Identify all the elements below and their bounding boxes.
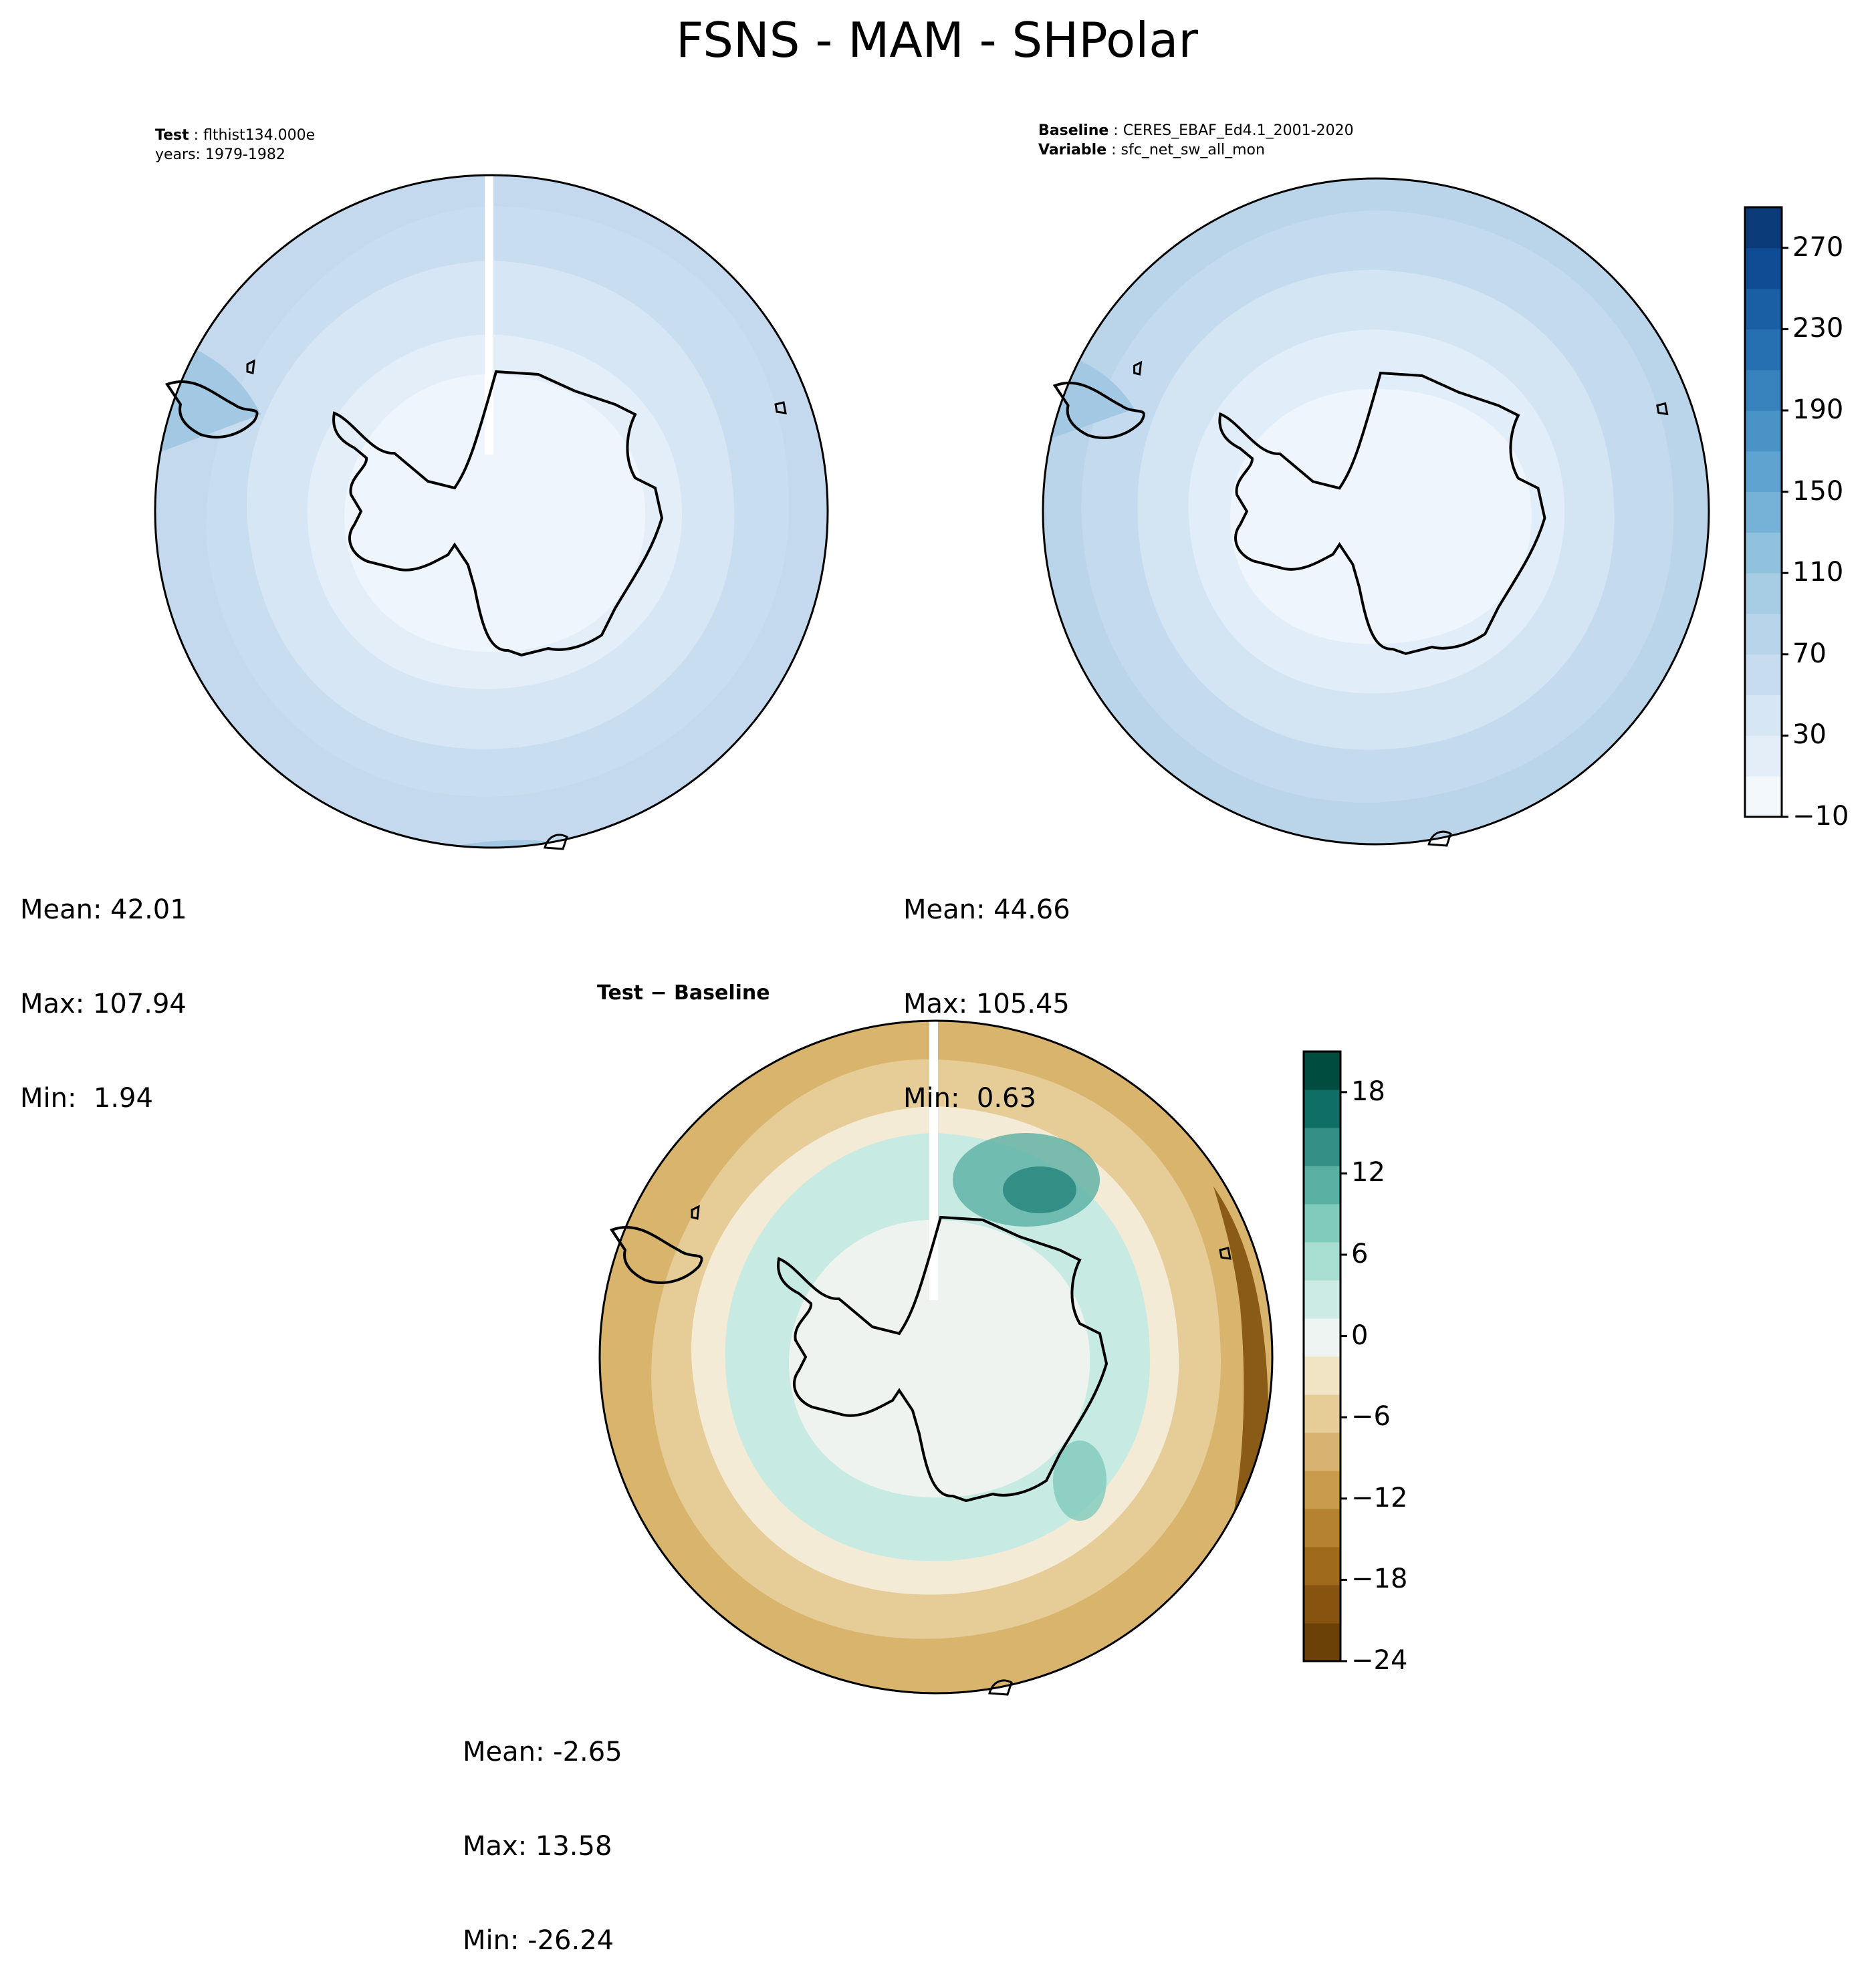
main-colorbar-segment-7 xyxy=(1745,491,1782,533)
baseline-map-boundary xyxy=(1042,177,1710,846)
main-colorbar-frame xyxy=(1744,206,1783,818)
test-missing-strip xyxy=(485,174,493,455)
baseline-antarctica-coast xyxy=(1218,371,1546,655)
main-colorbar-tick-label: 110 xyxy=(1792,557,1844,588)
main-colorbar-tick-label: 270 xyxy=(1792,231,1844,263)
main-colorbar-tick-label: −10 xyxy=(1792,801,1849,832)
test-meta: Test : flthist134.000e years: 1979-1982 xyxy=(155,127,316,163)
test-max: Max: 107.94 xyxy=(20,989,187,1019)
main-colorbar-segment-0 xyxy=(1745,776,1782,818)
main-colorbar-tick-label: 30 xyxy=(1792,719,1827,751)
main-colorbar-segment-5 xyxy=(1745,573,1782,614)
baseline-label: Baseline xyxy=(1038,122,1109,139)
main-colorbar-tick-label: 150 xyxy=(1792,475,1844,507)
diff-colorbar-segment-12 xyxy=(1304,1166,1340,1205)
diff-colorbar-tick-label: −6 xyxy=(1351,1401,1391,1433)
diff-colorbar-frame xyxy=(1302,1050,1342,1662)
diff-colorbar-segment-11 xyxy=(1304,1204,1340,1243)
test-field xyxy=(155,175,828,848)
test-years: years: 1979-1982 xyxy=(155,146,285,163)
diff-colorbar-segment-8 xyxy=(1304,1318,1340,1357)
baseline-south-america-coast xyxy=(1052,381,1145,439)
diff-max: Max: 13.58 xyxy=(463,1831,612,1862)
baseline-variable-label: Variable xyxy=(1038,142,1107,158)
diff-stats: Mean: -2.65 Max: 13.58 Min: -26.24 xyxy=(463,1674,622,1988)
main-colorbar-segment-12 xyxy=(1745,288,1782,330)
test-mean: Mean: 42.01 xyxy=(20,894,187,925)
main-colorbar-segment-10 xyxy=(1745,370,1782,411)
test-map xyxy=(154,174,829,850)
test-min: Min: 1.94 xyxy=(20,1083,153,1114)
diff-colorbar-segment-6 xyxy=(1304,1394,1340,1433)
main-colorbar-segment-4 xyxy=(1745,614,1782,655)
diff-colorbar-tick-label: 18 xyxy=(1351,1076,1385,1107)
main-colorbar-segment-8 xyxy=(1745,451,1782,493)
baseline-dataset: CERES_EBAF_Ed4.1_2001-2020 xyxy=(1123,122,1354,139)
main-colorbar xyxy=(1744,206,1788,818)
main-colorbar-segment-14 xyxy=(1745,207,1782,249)
diff-colorbar-tick-label: 0 xyxy=(1351,1320,1369,1351)
main-colorbar-segment-13 xyxy=(1745,247,1782,289)
test-label: Test xyxy=(155,127,189,144)
diff-colorbar-tick-label: 12 xyxy=(1351,1157,1385,1189)
main-colorbar-tick-label: 230 xyxy=(1792,313,1844,344)
main-colorbar-segment-9 xyxy=(1745,410,1782,452)
diff-colorbar-segment-2 xyxy=(1304,1547,1340,1586)
main-colorbar-segment-3 xyxy=(1745,654,1782,696)
diff-mean: Mean: -2.65 xyxy=(463,1737,622,1767)
baseline-min: Min: 0.63 xyxy=(903,1083,1036,1114)
diff-colorbar xyxy=(1302,1050,1347,1662)
main-colorbar-segment-2 xyxy=(1745,695,1782,736)
test-south-america-coast xyxy=(164,380,259,439)
baseline-mean: Mean: 44.66 xyxy=(903,894,1070,925)
diff-field xyxy=(600,1021,1272,1693)
diff-colorbar-segment-5 xyxy=(1304,1433,1340,1471)
diff-colorbar-segment-14 xyxy=(1304,1090,1340,1128)
diff-colorbar-segment-3 xyxy=(1304,1509,1340,1547)
diff-colorbar-segment-0 xyxy=(1304,1623,1340,1662)
diff-colorbar-segment-15 xyxy=(1304,1051,1340,1090)
main-colorbar-segment-6 xyxy=(1745,532,1782,574)
baseline-map xyxy=(1042,177,1710,847)
diff-map-boundary xyxy=(598,1019,1274,1695)
main-colorbar-segment-11 xyxy=(1745,329,1782,370)
diff-colorbar-tick-label: −12 xyxy=(1351,1482,1408,1513)
test-stats: Mean: 42.01 Max: 107.94 Min: 1.94 xyxy=(20,832,187,1146)
figure-title: FSNS - MAM - SHPolar xyxy=(676,12,1198,68)
diff-colorbar-segment-7 xyxy=(1304,1356,1340,1395)
test-antarctica-coast xyxy=(332,370,664,657)
diff-map xyxy=(598,1019,1274,1696)
diff-min: Min: -26.24 xyxy=(463,1925,614,1956)
diff-colorbar-segment-9 xyxy=(1304,1280,1340,1319)
diff-colorbar-segment-10 xyxy=(1304,1242,1340,1281)
main-colorbar-segment-1 xyxy=(1745,735,1782,777)
diff-antarctica-coast xyxy=(777,1215,1108,1503)
baseline-variable: sfc_net_sw_all_mon xyxy=(1121,142,1265,158)
diff-colorbar-tick-label: −18 xyxy=(1351,1564,1408,1595)
main-colorbar-tick-label: 70 xyxy=(1792,638,1827,669)
baseline-meta: Baseline : CERES_EBAF_Ed4.1_2001-2020 Va… xyxy=(1038,122,1354,158)
diff-colorbar-segment-4 xyxy=(1304,1471,1340,1509)
diff-colorbar-tick-label: 6 xyxy=(1351,1239,1369,1269)
diff-colorbar-segment-13 xyxy=(1304,1128,1340,1166)
baseline-stats: Mean: 44.66 Max: 105.45 Min: 0.63 xyxy=(903,832,1070,1146)
diff-colorbar-tick-label: −24 xyxy=(1351,1645,1408,1676)
test-map-boundary xyxy=(154,174,829,849)
main-colorbar-tick-label: 190 xyxy=(1792,394,1844,425)
baseline-field xyxy=(1042,178,1710,845)
baseline-max: Max: 105.45 xyxy=(903,989,1070,1019)
diff-south-america-coast xyxy=(609,1225,703,1284)
diff-label: Test − Baseline xyxy=(597,981,770,1005)
diff-colorbar-segment-1 xyxy=(1304,1585,1340,1624)
test-case: flthist134.000e xyxy=(203,127,316,144)
